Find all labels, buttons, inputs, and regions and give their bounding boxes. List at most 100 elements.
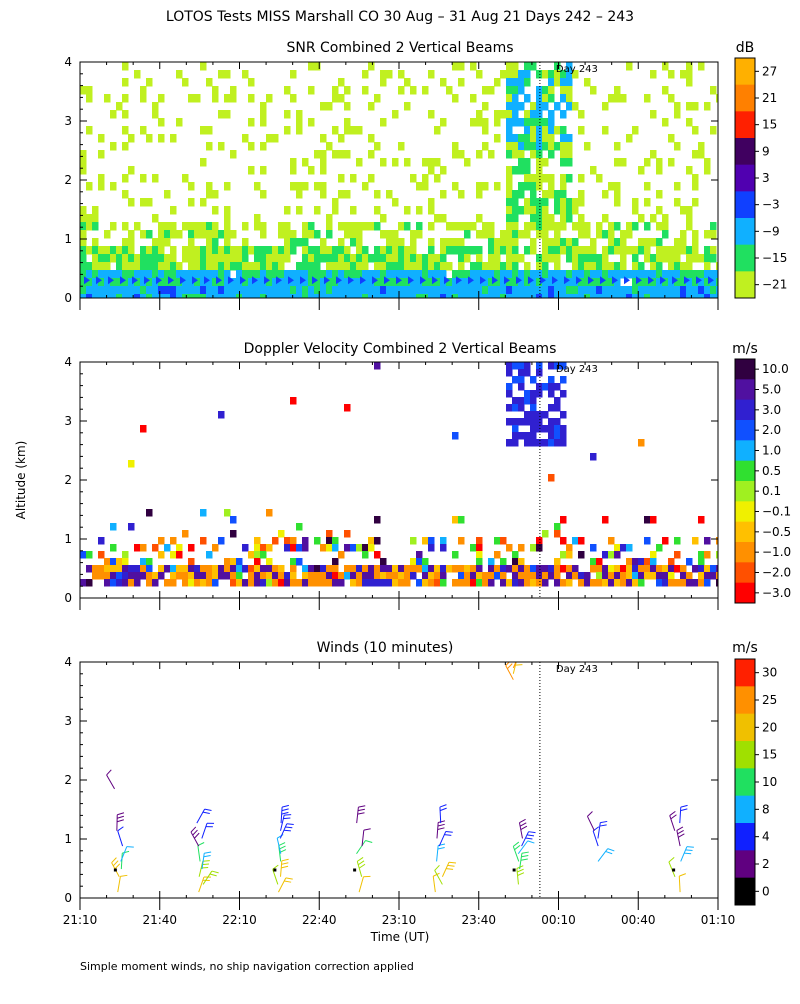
doppler-cell xyxy=(602,572,609,580)
snr-cell xyxy=(224,246,231,255)
snr-cell xyxy=(386,286,393,295)
doppler-cell xyxy=(542,530,549,538)
snr-cell xyxy=(422,270,429,279)
doppler-cell xyxy=(656,572,663,580)
snr-cell xyxy=(584,270,591,279)
snr-cell xyxy=(536,222,543,231)
doppler-cell xyxy=(704,572,711,580)
wind-barb-flag xyxy=(587,811,592,816)
wind-barb xyxy=(359,877,363,892)
doppler-cell xyxy=(266,572,273,580)
snr-cell xyxy=(122,110,129,119)
snr-cell xyxy=(704,262,711,271)
snr-cell xyxy=(524,222,531,231)
snr-cell xyxy=(674,246,681,255)
doppler-cell xyxy=(560,551,567,559)
doppler-cell xyxy=(554,397,561,405)
snr-cell xyxy=(380,254,387,263)
doppler-cell xyxy=(626,544,633,552)
snr-cell xyxy=(542,190,549,199)
doppler-cell xyxy=(230,558,237,566)
snr-cell xyxy=(716,94,723,103)
snr-cell xyxy=(614,94,621,103)
snr-cell xyxy=(686,166,693,175)
snr-cell xyxy=(140,262,147,271)
colorbar-swatch xyxy=(735,714,755,742)
wind-barb-flag xyxy=(515,665,522,666)
snr-cell xyxy=(368,62,375,71)
snr-cell xyxy=(650,262,657,271)
doppler-cell xyxy=(578,579,585,587)
doppler-cell xyxy=(254,537,261,545)
y-tick-label: 0 xyxy=(64,291,72,305)
snr-cell xyxy=(104,286,111,295)
snr-cell xyxy=(284,254,291,263)
snr-cell xyxy=(500,286,507,295)
doppler-cell xyxy=(176,565,183,573)
doppler-cell xyxy=(248,565,255,573)
colorbar-label: 10 xyxy=(762,775,777,789)
doppler-cell xyxy=(212,579,219,587)
snr-cell xyxy=(464,270,471,279)
snr-cell xyxy=(506,142,513,151)
colorbar-label: 2 xyxy=(762,857,770,871)
snr-cell xyxy=(650,270,657,279)
snr-cell xyxy=(326,230,333,239)
panel-winds-title: Winds (10 minutes) xyxy=(317,640,454,656)
doppler-cell xyxy=(470,565,477,573)
snr-cell xyxy=(680,286,687,295)
doppler-cell xyxy=(464,572,471,580)
doppler-cell xyxy=(122,572,129,580)
doppler-cell xyxy=(620,572,627,580)
doppler-cell xyxy=(368,565,375,573)
snr-cell xyxy=(650,110,657,119)
doppler-cell xyxy=(254,579,261,587)
snr-cell xyxy=(476,70,483,79)
wind-barb-flag xyxy=(506,661,511,666)
wind-barb xyxy=(202,823,207,838)
doppler-cell xyxy=(332,544,339,552)
doppler-cell xyxy=(98,537,105,545)
snr-cell xyxy=(476,270,483,279)
doppler-cell xyxy=(596,572,603,580)
snr-cell xyxy=(386,246,393,255)
doppler-cell xyxy=(374,362,381,370)
colorbar-swatch xyxy=(735,400,755,421)
snr-cell xyxy=(554,78,561,87)
wind-calm-marker xyxy=(513,869,516,872)
snr-cell xyxy=(170,286,177,295)
snr-cell xyxy=(674,142,681,151)
snr-cell xyxy=(356,286,363,295)
doppler-cell xyxy=(554,530,561,538)
snr-cell xyxy=(116,270,123,279)
snr-cell xyxy=(482,182,489,191)
snr-cell xyxy=(272,134,279,143)
snr-cell xyxy=(194,262,201,271)
snr-cell xyxy=(536,182,543,191)
doppler-cell xyxy=(524,439,531,447)
snr-cell xyxy=(686,222,693,231)
snr-cell xyxy=(692,150,699,159)
wind-barb-flag xyxy=(449,862,456,863)
doppler-cell xyxy=(536,425,543,433)
snr-cell xyxy=(608,238,615,247)
doppler-cell xyxy=(578,551,585,559)
doppler-cell xyxy=(326,579,333,587)
doppler-cell xyxy=(668,579,675,587)
snr-cell xyxy=(116,254,123,263)
colorbar-label: 0 xyxy=(762,884,770,898)
doppler-cell xyxy=(524,362,531,370)
snr-cell xyxy=(554,102,561,111)
snr-cell xyxy=(374,142,381,151)
snr-cell xyxy=(98,254,105,263)
snr-cell xyxy=(164,254,171,263)
snr-cell xyxy=(86,262,93,271)
snr-cell xyxy=(662,118,669,127)
doppler-cell xyxy=(590,544,597,552)
snr-cell xyxy=(566,246,573,255)
doppler-cell xyxy=(374,551,381,559)
colorbar-swatch xyxy=(735,741,755,769)
snr-cell xyxy=(554,262,561,271)
snr-cell xyxy=(344,86,351,95)
snr-cell xyxy=(164,238,171,247)
